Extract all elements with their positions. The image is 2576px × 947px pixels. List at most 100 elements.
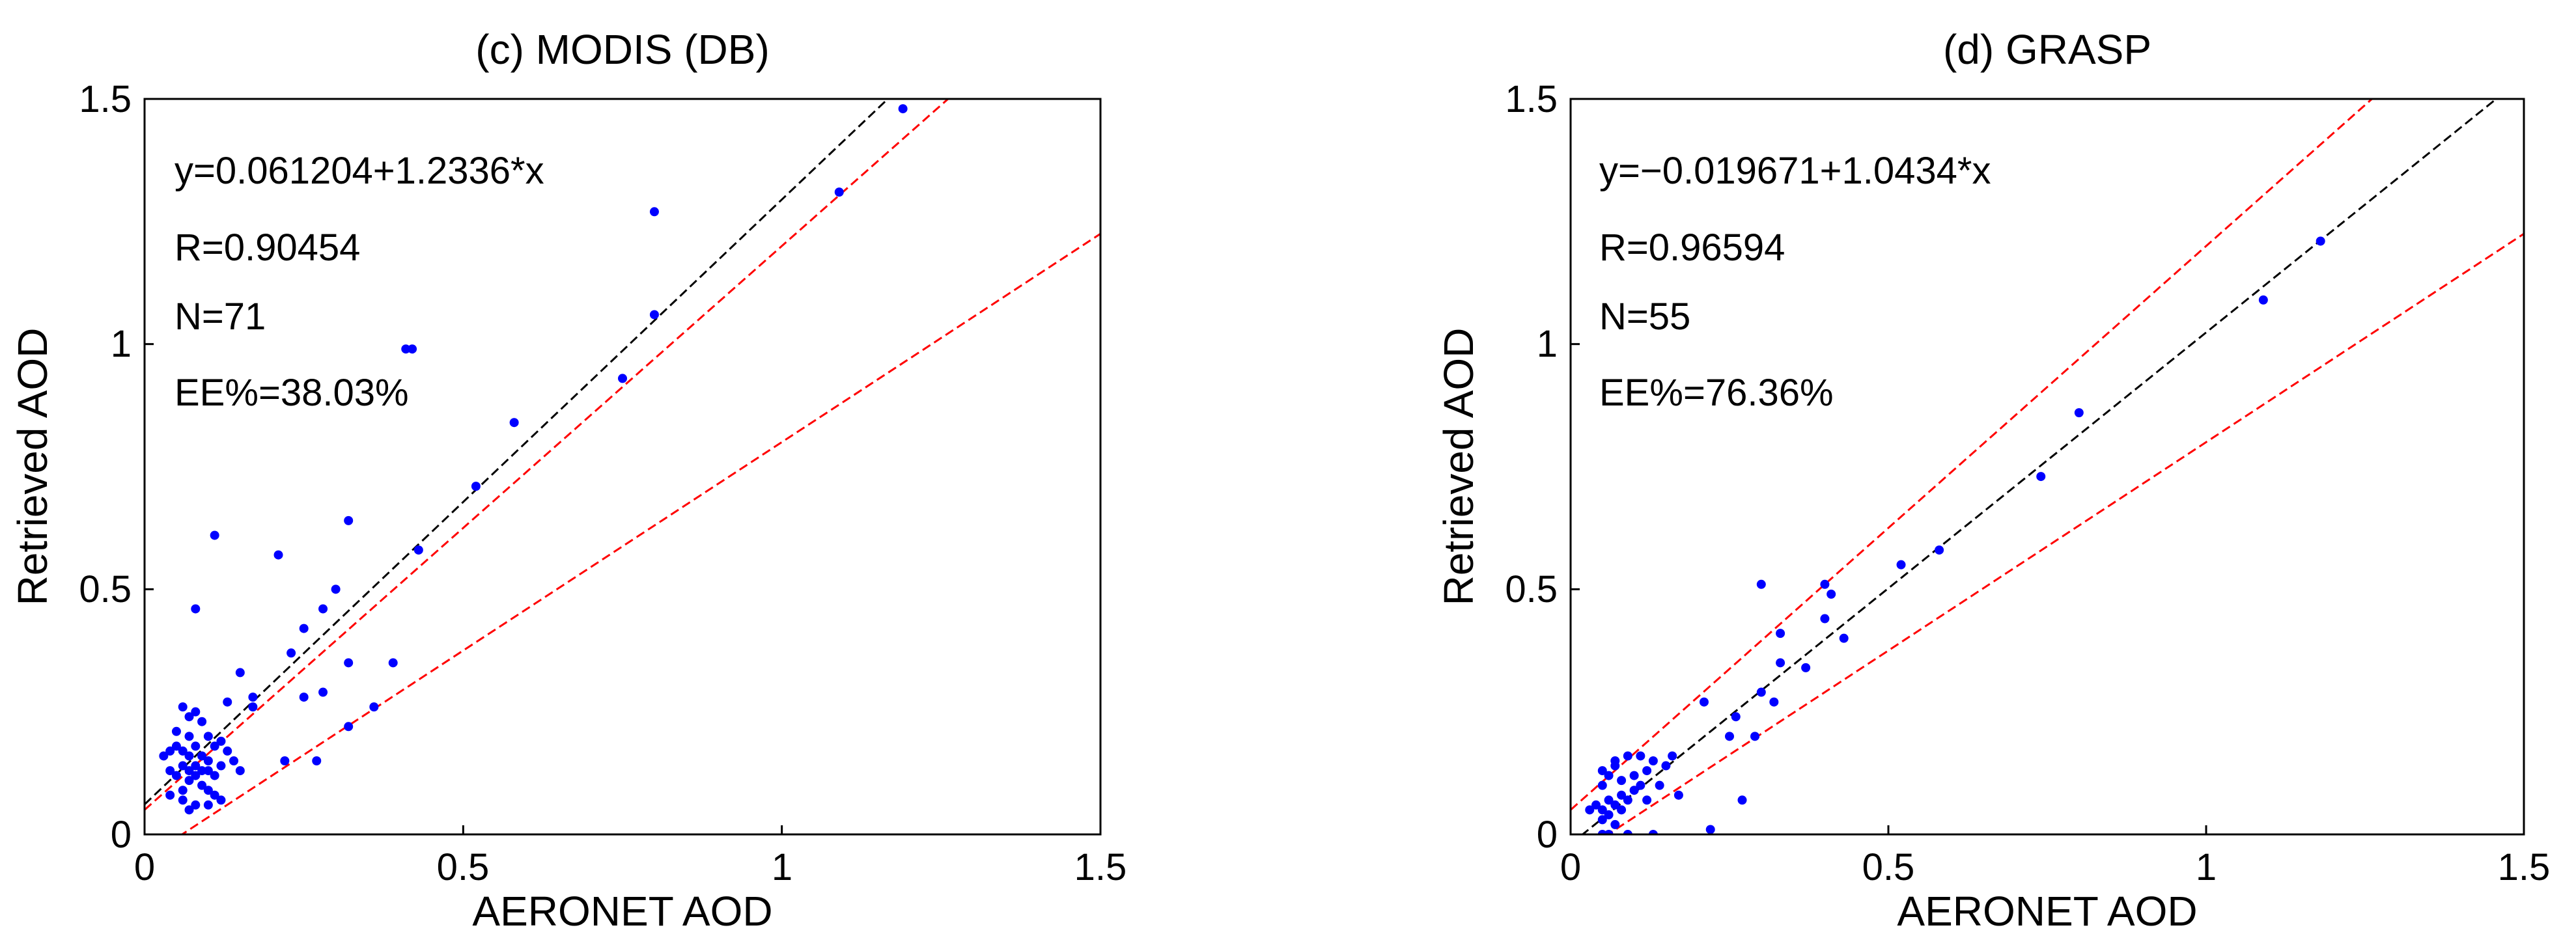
data-point (1617, 776, 1627, 786)
data-point (1801, 663, 1811, 672)
data-point (1896, 560, 1906, 570)
data-point (216, 795, 226, 805)
correlation-r: R=0.96594 (1599, 226, 1785, 269)
data-point (191, 604, 201, 614)
data-point (1610, 819, 1620, 829)
data-point (1636, 751, 1645, 761)
data-point (280, 756, 290, 765)
data-point (210, 530, 219, 540)
chart-title: (c) MODIS (DB) (475, 26, 770, 73)
data-point (248, 702, 258, 712)
data-point (1591, 800, 1601, 810)
data-point (191, 800, 201, 810)
data-point (834, 187, 844, 197)
data-point (2036, 472, 2046, 482)
data-point (1725, 732, 1734, 741)
data-point (1597, 805, 1607, 815)
data-point (1935, 545, 1944, 555)
data-point (1623, 795, 1632, 805)
data-point (2316, 236, 2325, 246)
data-point (210, 790, 219, 800)
data-point (1699, 697, 1709, 707)
data-point (1737, 795, 1747, 805)
data-point (318, 687, 328, 697)
chart-panel-grasp: (d) GRASP AERONET AOD Retrieved AOD 0 0.… (1435, 26, 2551, 935)
data-point (1776, 629, 1785, 638)
regression-fit-line (145, 99, 889, 805)
data-point (1604, 810, 1614, 819)
data-point (197, 780, 207, 790)
y-tick-label: 0 (111, 814, 132, 856)
data-point (1623, 751, 1632, 761)
expected-error-percent: EE%=38.03% (175, 372, 409, 414)
data-point (1597, 766, 1607, 776)
ee-lower-line (180, 232, 1100, 834)
data-point (1769, 697, 1779, 707)
scatter-points (159, 104, 908, 815)
y-tick-label: 0.5 (79, 568, 132, 611)
data-point (1604, 771, 1614, 780)
y-tick-label: 1 (1537, 323, 1558, 365)
data-point (184, 712, 194, 722)
y-tick-label: 0.5 (1505, 568, 1558, 611)
data-point (1604, 830, 1614, 834)
ee-lower-line (1606, 232, 2524, 834)
data-point (203, 800, 213, 810)
data-point (331, 584, 341, 594)
data-point (235, 668, 245, 678)
data-point (1629, 786, 1639, 795)
data-point (1642, 795, 1652, 805)
data-point (178, 746, 188, 756)
tick-marks (143, 98, 1102, 836)
data-point (413, 545, 423, 555)
data-point (1661, 761, 1671, 771)
plot-frame (143, 98, 1102, 836)
data-point (1623, 830, 1632, 834)
chart-panel-modis-db: (c) MODIS (DB) AERONET AOD Retrieved AOD… (9, 26, 1127, 935)
scatter-points (1585, 236, 2325, 834)
data-point (203, 786, 213, 795)
tick-marks (1569, 98, 2525, 836)
data-point (299, 624, 309, 633)
data-point (287, 648, 296, 658)
x-tick-label: 1 (772, 846, 792, 888)
y-axis-label: Retrieved AOD (1435, 328, 1482, 606)
data-point (1610, 761, 1620, 771)
data-point (191, 707, 201, 717)
plot-area (145, 99, 1100, 834)
data-point (2258, 295, 2268, 305)
x-tick-label: 0.5 (437, 846, 490, 888)
regression-equation: y=0.061204+1.2336*x (175, 150, 544, 192)
data-point (1636, 780, 1645, 790)
data-point (203, 766, 213, 776)
data-point (197, 717, 207, 726)
data-point (178, 761, 188, 771)
data-point (223, 697, 232, 707)
ee-upper-line (145, 99, 950, 811)
data-point (1750, 732, 1760, 741)
data-point (273, 550, 283, 560)
x-tick-label: 1.5 (1074, 846, 1127, 888)
data-point (184, 805, 194, 815)
data-point (649, 207, 659, 217)
x-tick-label: 1.5 (2498, 846, 2551, 888)
reference-lines (1571, 99, 2524, 834)
data-point (184, 732, 194, 741)
data-point (210, 771, 219, 780)
data-point (216, 736, 226, 746)
data-point (344, 658, 354, 668)
data-point (618, 374, 627, 383)
data-point (203, 756, 213, 765)
data-point (1648, 830, 1658, 834)
plot-area (1571, 99, 2524, 834)
data-point (318, 604, 328, 614)
data-point (1820, 579, 1830, 589)
data-point (184, 751, 194, 761)
data-point (184, 766, 194, 776)
data-point (1597, 815, 1607, 825)
data-point (388, 658, 398, 668)
x-tick-label: 0.5 (1862, 846, 1915, 888)
data-point (203, 732, 213, 741)
